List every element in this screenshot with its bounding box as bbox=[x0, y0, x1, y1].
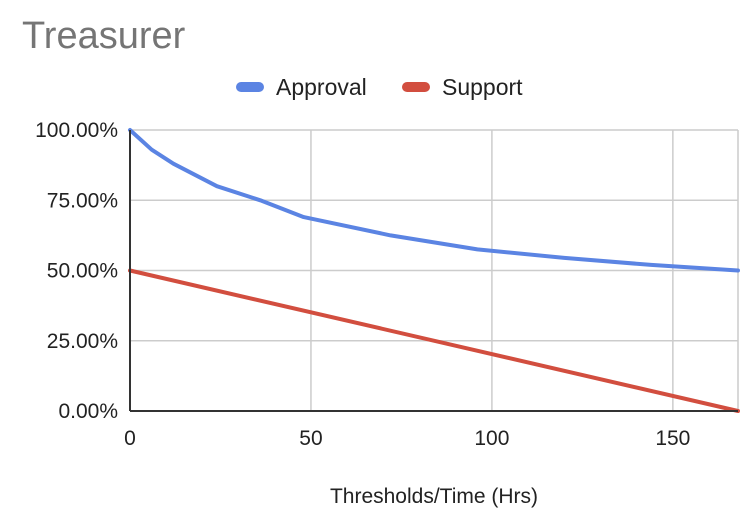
x-tick-label: 0 bbox=[124, 427, 136, 450]
grid-lines bbox=[130, 129, 739, 411]
series-lines bbox=[128, 128, 740, 413]
x-tick-label: 150 bbox=[655, 427, 690, 450]
series-line-support bbox=[128, 268, 740, 413]
y-tick-label: 25.00% bbox=[47, 330, 118, 353]
legend-swatch-support bbox=[402, 82, 430, 92]
y-tick-label: 100.00% bbox=[35, 119, 118, 142]
legend-label-approval: Approval bbox=[276, 74, 367, 100]
legend-swatch-approval bbox=[236, 82, 264, 92]
axes bbox=[129, 130, 738, 412]
legend-label-support: Support bbox=[442, 74, 523, 100]
y-tick-label: 50.00% bbox=[47, 260, 118, 283]
chart-title: Treasurer bbox=[22, 15, 186, 57]
x-tick-label: 50 bbox=[299, 427, 322, 450]
y-tick-label: 75.00% bbox=[47, 189, 118, 212]
y-tick-label: 0.00% bbox=[58, 400, 118, 423]
series-line-approval bbox=[128, 128, 740, 273]
y-tick-labels: 0.00% 25.00% 50.00% 75.00% 100.00% bbox=[35, 119, 118, 423]
x-tick-label: 100 bbox=[474, 427, 509, 450]
x-axis-title: Thresholds/Time (Hrs) bbox=[330, 485, 538, 508]
x-tick-labels: 0 50 100 150 bbox=[124, 427, 690, 450]
legend: Approval Support bbox=[236, 74, 523, 100]
